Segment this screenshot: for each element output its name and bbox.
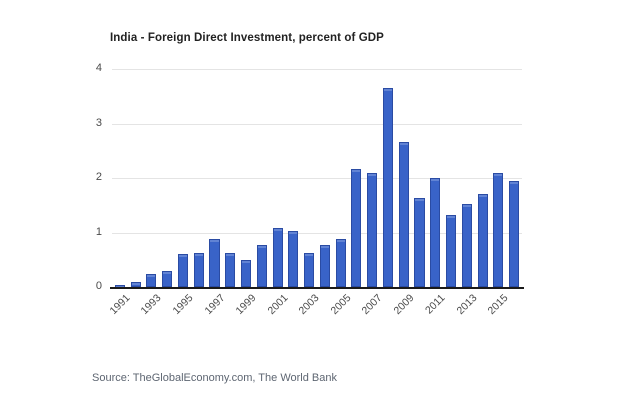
bar-1994[interactable] [162,270,173,287]
bar-highlight [257,245,266,248]
gridline-4 [112,69,522,70]
x-axis-tick-label: 2011 [423,292,448,317]
bar-highlight [320,245,329,248]
x-axis-tick-label: 2013 [454,292,480,318]
x-axis-tick-label: 1991 [107,292,133,318]
x-axis-tick-label: 1995 [170,292,196,318]
bar-1993[interactable] [146,274,157,287]
gridline-3 [112,123,522,125]
bar-1992[interactable] [130,281,141,287]
bar-2007[interactable] [367,172,378,287]
y-axis-tick-label: 0 [95,280,102,292]
bar-highlight [431,179,440,181]
bar-1995[interactable] [177,254,188,287]
bar-highlight [336,240,345,243]
bar-highlight [478,195,487,198]
bar-highlight [494,173,503,176]
x-axis-tick-label: 2005 [328,292,354,318]
bar-2004[interactable] [319,244,330,287]
bar-2002[interactable] [288,231,299,287]
bar-2000[interactable] [256,244,267,287]
bar-2013[interactable] [461,204,472,287]
x-axis-tick-label: 1993 [138,292,164,318]
x-axis-tick-label: 2007 [359,292,385,318]
bar-highlight [462,205,471,208]
bar-2003[interactable] [304,253,315,287]
bar-highlight [289,232,298,235]
bar-1999[interactable] [240,259,252,287]
gridline-1 [112,232,522,234]
bar-highlight [305,254,314,257]
bar-highlight [241,260,251,263]
plot-area [112,69,522,288]
gridline-2 [112,178,522,179]
bar-2005[interactable] [335,239,346,287]
y-axis-tick-label: 2 [95,171,102,183]
x-axis-tick-label: 2001 [265,292,291,318]
bar-2014[interactable] [477,194,488,287]
x-axis-line [110,287,524,289]
x-axis-tick-label: 1999 [233,292,259,318]
bar-1998[interactable] [225,253,236,287]
bar-highlight [399,142,408,145]
bar-highlight [368,173,377,176]
bar-2006[interactable] [351,168,362,287]
x-axis-tick-label: 2009 [391,292,417,318]
bar-1997[interactable] [209,239,220,287]
bar-2010[interactable] [414,198,425,287]
source-note: Source: TheGlobalEconomy.com, The World … [92,372,337,384]
bar-2009[interactable] [398,141,409,287]
y-axis-tick-label: 4 [95,62,102,74]
bar-highlight [415,199,424,202]
bar-2011[interactable] [430,178,441,287]
bar-1996[interactable] [193,253,204,287]
bar-highlight [352,169,361,172]
bar-2012[interactable] [445,215,457,287]
bar-highlight [163,271,172,274]
y-axis-tick-label: 3 [95,116,102,129]
bar-highlight [226,254,235,257]
x-axis-tick-label: 1997 [201,292,227,318]
bar-highlight [210,240,219,243]
bar-highlight [147,275,156,278]
bar-2001[interactable] [272,228,283,287]
chart-title: India - Foreign Direct Investment, perce… [110,32,384,44]
bar-highlight [194,254,203,257]
bar-2015[interactable] [493,172,504,287]
x-axis-tick-label: 2003 [296,292,322,318]
y-axis-tick-label: 1 [95,225,102,238]
bar-2016[interactable] [509,180,520,287]
bar-highlight [510,181,519,184]
bar-highlight [178,255,187,258]
bar-highlight [446,216,456,219]
x-axis-tick-label: 2015 [485,292,511,318]
bar-2008[interactable] [382,88,393,287]
bar-highlight [273,229,282,232]
bar-highlight [131,282,140,285]
bar-highlight [383,89,392,92]
